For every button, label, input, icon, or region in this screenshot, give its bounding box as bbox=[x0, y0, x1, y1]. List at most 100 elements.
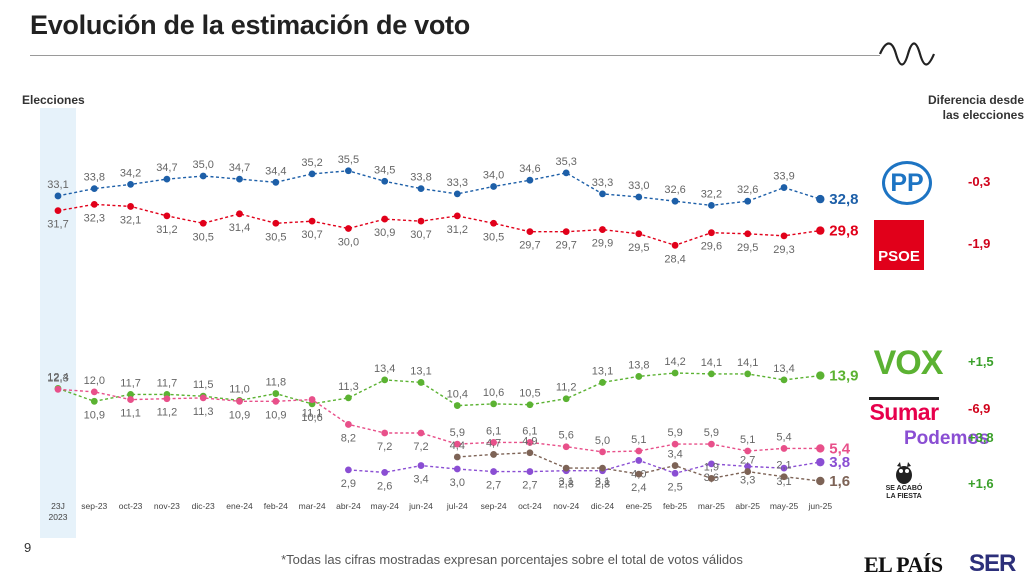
data-point bbox=[635, 447, 643, 455]
data-label: 14,1 bbox=[737, 357, 758, 369]
squiggle-icon bbox=[878, 42, 936, 66]
data-label: 12,3 bbox=[47, 372, 68, 384]
data-point bbox=[381, 469, 389, 476]
data-label: 30,9 bbox=[374, 227, 395, 239]
x-tick-label: nov-24 bbox=[553, 501, 579, 511]
data-point bbox=[381, 215, 389, 223]
data-label: 30,7 bbox=[301, 229, 322, 241]
series-line bbox=[457, 451, 821, 482]
data-point bbox=[417, 429, 425, 437]
data-label: 11,7 bbox=[120, 377, 141, 389]
data-label: 3,8 bbox=[829, 454, 850, 471]
data-point bbox=[272, 397, 280, 405]
data-label: 29,5 bbox=[737, 242, 758, 254]
data-point bbox=[127, 203, 134, 210]
data-point bbox=[272, 390, 280, 397]
data-point bbox=[417, 185, 425, 193]
x-tick-label: nov-23 bbox=[154, 501, 180, 511]
data-point bbox=[490, 400, 497, 408]
data-label: 10,6 bbox=[301, 412, 322, 424]
data-point bbox=[127, 391, 134, 398]
x-tick-label: mar-24 bbox=[299, 501, 326, 511]
data-point bbox=[417, 217, 425, 225]
data-point bbox=[381, 177, 389, 185]
data-label: 32,6 bbox=[664, 184, 685, 196]
data-point bbox=[490, 219, 497, 227]
data-point bbox=[671, 241, 679, 249]
data-label: 31,4 bbox=[229, 222, 250, 234]
data-label: 13,4 bbox=[773, 363, 794, 375]
elections-header: Elecciones bbox=[22, 93, 85, 107]
x-tick-label: 23J bbox=[51, 501, 65, 511]
data-point bbox=[308, 396, 316, 403]
party-row-vox: VOX +1,5 bbox=[868, 338, 1024, 388]
data-point bbox=[708, 202, 715, 209]
data-label: 13,4 bbox=[374, 363, 395, 375]
data-point bbox=[562, 169, 570, 177]
sumar-logo: Sumar bbox=[869, 396, 939, 425]
data-point bbox=[780, 376, 788, 384]
data-label: 34,0 bbox=[483, 170, 504, 182]
sumar-difference: -6,9 bbox=[968, 401, 991, 416]
data-label: 2,7 bbox=[486, 480, 501, 492]
data-label: 2,7 bbox=[740, 455, 755, 467]
data-label: 30,7 bbox=[410, 229, 431, 241]
data-label: 35,3 bbox=[555, 156, 576, 168]
data-point bbox=[780, 232, 788, 240]
data-label: 29,7 bbox=[519, 240, 540, 252]
data-point bbox=[780, 445, 788, 452]
data-label: 3,3 bbox=[740, 474, 755, 486]
data-label: 10,9 bbox=[84, 409, 105, 421]
data-label: 13,8 bbox=[628, 359, 649, 371]
x-tick-label: dic-23 bbox=[192, 501, 215, 511]
data-point bbox=[816, 476, 825, 486]
data-point bbox=[635, 373, 643, 380]
salf-logo-text-1: SE ACABÓ bbox=[885, 485, 923, 492]
data-label: 32,3 bbox=[84, 212, 105, 224]
data-label: 14,2 bbox=[664, 356, 685, 368]
data-point bbox=[744, 463, 752, 470]
data-label: 4,4 bbox=[450, 440, 465, 452]
data-label: 2,1 bbox=[776, 460, 791, 472]
x-tick-label: abr-24 bbox=[336, 501, 361, 511]
data-label: 1,9 bbox=[704, 461, 719, 473]
data-label: 33,9 bbox=[773, 171, 794, 183]
podemos-difference: +3,8 bbox=[968, 430, 994, 445]
data-label: 5,4 bbox=[776, 431, 791, 443]
data-point bbox=[635, 470, 643, 478]
data-label: 12,4 bbox=[47, 371, 68, 383]
data-point bbox=[345, 225, 352, 232]
data-point bbox=[526, 176, 534, 184]
data-label: 6,1 bbox=[522, 425, 537, 437]
data-point bbox=[780, 473, 788, 481]
data-label: 2,4 bbox=[631, 482, 646, 494]
x-tick-label: dic-24 bbox=[591, 501, 614, 511]
data-point bbox=[490, 451, 497, 458]
data-point bbox=[236, 175, 243, 183]
pp-difference: -0,3 bbox=[968, 174, 991, 189]
data-point bbox=[453, 212, 461, 220]
data-label: 29,9 bbox=[592, 238, 613, 250]
data-point bbox=[635, 230, 643, 238]
data-label: 3,1 bbox=[559, 476, 574, 488]
squirrel-icon bbox=[896, 462, 912, 484]
data-point bbox=[381, 376, 389, 384]
data-point bbox=[54, 385, 62, 393]
data-point bbox=[816, 194, 825, 204]
x-tick-label: feb-25 bbox=[663, 501, 687, 511]
data-label: 2,8 bbox=[559, 479, 574, 491]
series-sumar: 12,3 12,0 11,1 11,2 11,3 10,9 10,9 11,1 8,2 7,2 7,… bbox=[47, 372, 851, 457]
data-point bbox=[599, 379, 606, 386]
psoe-difference: -1,9 bbox=[968, 236, 991, 251]
data-point bbox=[562, 228, 570, 236]
difference-header-line1: Diferencia desde bbox=[927, 93, 1024, 107]
data-label: 33,0 bbox=[628, 180, 649, 192]
data-label: 2,6 bbox=[377, 480, 392, 492]
data-label: 30,5 bbox=[192, 231, 213, 243]
data-point bbox=[54, 207, 62, 215]
data-label: 2,9 bbox=[341, 478, 356, 490]
data-point bbox=[671, 440, 679, 448]
data-point bbox=[526, 468, 534, 475]
data-label: 30,5 bbox=[265, 231, 286, 243]
